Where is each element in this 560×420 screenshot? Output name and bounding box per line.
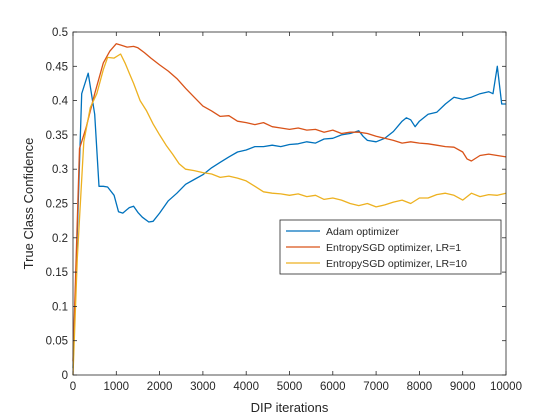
x-tick-label: 2000 (147, 381, 173, 393)
y-tick-label: 0.5 (52, 27, 68, 39)
x-tick-label: 3000 (190, 381, 216, 393)
y-tick-label: 0.1 (52, 301, 68, 313)
y-tick-label: 0.35 (46, 130, 68, 142)
plot-area (73, 32, 506, 375)
y-tick-label: 0.4 (52, 96, 69, 108)
x-tick-label: 4000 (233, 381, 259, 393)
legend-label-1: Adam optimizer (326, 226, 399, 238)
x-tick-label: 10000 (490, 381, 522, 393)
y-tick-label: 0 (62, 370, 68, 382)
y-tick-label: 0.3 (52, 164, 68, 176)
x-tick-label: 8000 (407, 381, 433, 393)
y-tick-label: 0.25 (46, 199, 68, 211)
legend-label-3: EntropySGD optimizer, LR=10 (326, 258, 467, 270)
x-tick-label: 6000 (320, 381, 346, 393)
series-line-1 (72, 65, 506, 369)
legend-label-2: EntropySGD optimizer, LR=1 (326, 242, 461, 254)
series-line-2 (72, 43, 507, 362)
y-tick-label: 0.15 (46, 267, 68, 279)
y-tick-label: 0.05 (46, 336, 68, 348)
x-tick-label: 7000 (363, 381, 389, 393)
x-tick-label: 5000 (277, 381, 303, 393)
x-axis-label: DIP iterations (251, 400, 329, 415)
series-line-3 (72, 53, 507, 376)
x-tick-label: 1000 (104, 381, 130, 393)
y-tick-label: 0.45 (46, 61, 68, 73)
x-tick-label: 9000 (450, 381, 476, 393)
x-tick-label: 0 (70, 381, 76, 393)
series-lines (72, 43, 507, 376)
y-tick-label: 0.2 (52, 233, 68, 245)
axes: 0 1000 2000 3000 4000 5000 6000 7000 8000 9000 100… (46, 27, 522, 393)
legend: Adam optimizer EntropySGD optimizer, LR=1… (279, 219, 502, 275)
y-axis-label: True Class Confidence (21, 138, 36, 270)
